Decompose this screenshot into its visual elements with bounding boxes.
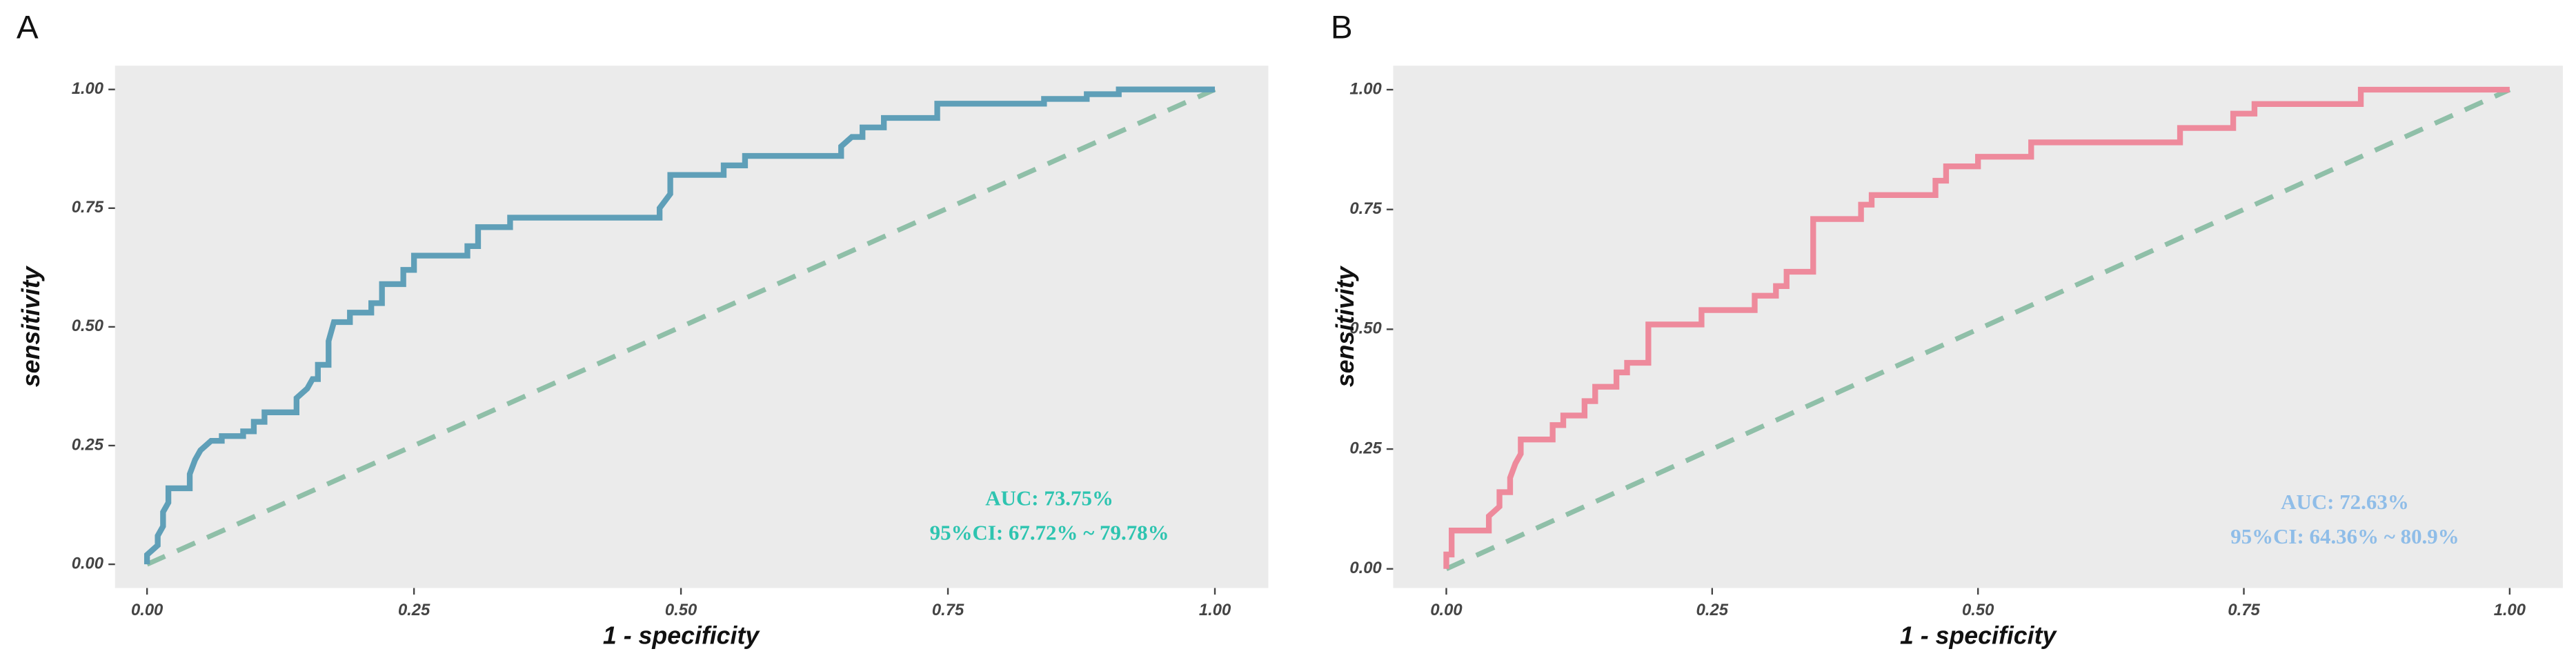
panel-label: A [17, 9, 39, 46]
annotation: AUC: 73.75% [985, 486, 1113, 510]
y-tick-label: 0.25 [1349, 439, 1382, 457]
y-tick-label: 0.75 [1349, 199, 1382, 218]
x-tick-label: 0.00 [131, 601, 163, 619]
y-tick-label: 0.50 [72, 317, 103, 335]
x-tick-label: 0.75 [2228, 601, 2260, 619]
annotation: AUC: 72.63% [2281, 490, 2409, 514]
roc-curve [1443, 86, 2510, 569]
x-tick-label: 0.75 [932, 601, 964, 619]
annotation: 95%CI: 64.36% ~ 80.9% [2230, 524, 2459, 548]
y-tick-label: 0.75 [72, 198, 104, 217]
x-axis-label: 1 - specificity [603, 621, 760, 649]
x-tick-label: 1.00 [1199, 601, 1231, 619]
y-tick-label: 1.00 [1349, 79, 1381, 98]
roc-curve [143, 86, 1216, 565]
annotation: 95%CI: 67.72% ~ 79.78% [930, 520, 1169, 544]
plot-background [115, 66, 1269, 588]
x-tick-label: 0.25 [1696, 601, 1729, 619]
x-tick-label: 1.00 [2494, 601, 2526, 619]
x-axis-label: 1 - specificity [1900, 621, 2057, 649]
panel-label: B [1331, 9, 1353, 46]
x-tick-label: 0.50 [665, 601, 697, 619]
plot-background [1393, 66, 2563, 588]
x-tick-label: 0.00 [1430, 601, 1462, 619]
x-tick-label: 0.50 [1962, 601, 1994, 619]
x-tick-label: 0.25 [398, 601, 430, 619]
y-axis-label: sensitivity [17, 265, 45, 387]
y-tick-label: 0.00 [72, 554, 103, 572]
reference-line [1445, 87, 2511, 572]
y-axis-label: sensitivity [1331, 265, 1359, 387]
y-tick-label: 0.50 [1349, 319, 1381, 338]
y-tick-label: 0.00 [1349, 559, 1381, 577]
y-tick-label: 1.00 [72, 79, 103, 98]
y-tick-label: 0.25 [72, 435, 104, 454]
